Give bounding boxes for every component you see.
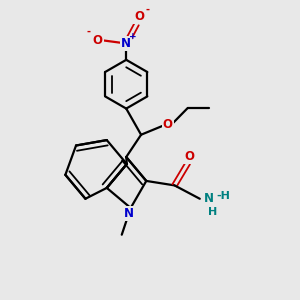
Text: N: N <box>124 207 134 220</box>
Text: -: - <box>146 4 150 14</box>
Text: -: - <box>86 27 91 37</box>
Text: +: + <box>129 32 136 41</box>
Text: O: O <box>163 118 173 131</box>
Text: -H: -H <box>216 191 230 201</box>
Text: O: O <box>92 34 102 47</box>
Text: H: H <box>208 207 217 217</box>
Text: N: N <box>204 192 214 205</box>
Text: O: O <box>184 150 194 163</box>
Text: O: O <box>135 10 145 23</box>
Text: N: N <box>121 37 131 50</box>
